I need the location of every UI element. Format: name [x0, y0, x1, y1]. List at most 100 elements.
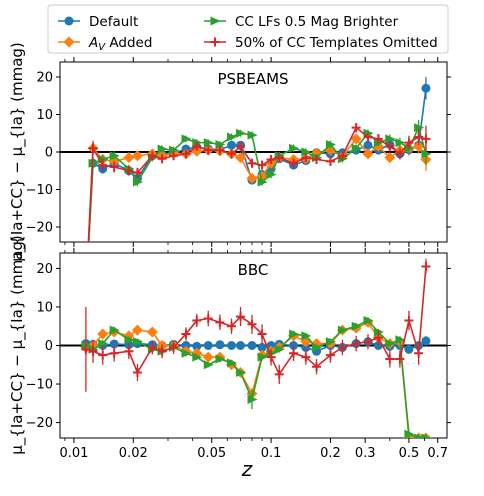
- data-point: [203, 145, 213, 155]
- data-point: [413, 140, 425, 152]
- data-point: [385, 134, 396, 144]
- data-point: [88, 346, 98, 356]
- data-point: [109, 339, 119, 349]
- data-point: [132, 337, 143, 347]
- data-point: [146, 326, 158, 338]
- data-point: [246, 172, 258, 184]
- data-point: [325, 337, 336, 347]
- data-point: [181, 134, 192, 144]
- data-point: [215, 140, 226, 149]
- data-point: [109, 162, 119, 172]
- panel-psbeams-ylabel: μ_{Ia+CC} − μ_{Ia} (mmag): [8, 42, 27, 262]
- data-point: [109, 348, 119, 358]
- legend-label: 50% of CC Templates Omitted: [235, 35, 438, 51]
- data-point: [227, 341, 237, 350]
- data-point: [312, 342, 323, 352]
- x-tick-label: 0.05: [197, 446, 226, 461]
- data-point: [88, 143, 98, 153]
- data-point: [132, 177, 143, 187]
- data-point: [247, 341, 257, 350]
- y-tick-label: 10: [36, 300, 53, 315]
- data-point: [351, 143, 362, 153]
- data-point: [169, 145, 180, 155]
- legend-item: Default: [58, 14, 138, 30]
- data-point: [325, 156, 335, 166]
- data-point: [289, 158, 299, 168]
- legend-label: AV Added: [88, 35, 152, 53]
- data-point: [266, 352, 276, 362]
- data-point: [301, 342, 311, 352]
- data-point: [236, 341, 246, 350]
- panel-psbeams-title: PSBEAMS: [217, 70, 288, 88]
- legend-marker: [210, 37, 220, 47]
- legend-item: AV Added: [58, 35, 152, 53]
- data-point: [266, 341, 276, 350]
- data-point: [227, 140, 237, 150]
- data-point: [414, 123, 425, 133]
- data-point: [312, 362, 322, 372]
- data-point: [181, 341, 191, 350]
- data-point: [421, 261, 431, 271]
- data-point: [181, 348, 192, 358]
- data-point: [421, 433, 432, 438]
- data-point: [350, 133, 362, 145]
- data-point: [131, 150, 143, 162]
- data-point: [203, 138, 214, 148]
- data-point: [395, 354, 405, 364]
- data-point: [257, 352, 268, 362]
- panel-bbc-title: BBC: [238, 261, 269, 279]
- x-axis-label: z: [241, 457, 253, 481]
- legend: Default AV Added CC LFs 0.5 Mag Brighter 50…: [47, 4, 449, 54]
- data-point: [373, 134, 383, 144]
- data-point: [236, 141, 246, 151]
- series-a-v-added: [87, 133, 432, 242]
- legend-marker: [63, 36, 75, 48]
- data-point: [132, 168, 142, 178]
- y-tick-label: −10: [26, 183, 53, 198]
- data-point: [192, 141, 202, 151]
- data-point: [131, 324, 143, 336]
- data-point: [395, 149, 405, 159]
- data-point: [363, 337, 373, 347]
- data-point: [404, 315, 414, 325]
- data-point: [169, 342, 179, 352]
- data-point: [325, 350, 335, 360]
- data-point: [363, 315, 374, 325]
- data-point: [181, 329, 191, 339]
- data-point: [325, 140, 336, 149]
- data-point: [192, 352, 203, 362]
- data-point: [395, 335, 406, 345]
- series-50-of-cc-templates-omitted: [87, 123, 431, 242]
- y-tick-label: 20: [36, 71, 53, 86]
- data-point: [301, 153, 311, 163]
- data-point: [385, 141, 395, 151]
- x-tick-label: 0.5: [399, 446, 420, 461]
- data-point: [227, 321, 237, 331]
- data-point: [274, 344, 285, 354]
- legend-label: Default: [89, 14, 138, 30]
- data-point: [395, 138, 406, 148]
- y-tick-label: −20: [26, 416, 53, 431]
- x-tick-label: 0.7: [427, 446, 448, 461]
- data-point: [227, 358, 238, 368]
- data-point: [202, 351, 214, 363]
- y-tick-label: 0: [45, 339, 53, 354]
- data-point: [247, 130, 258, 140]
- x-tick-label: 0.3: [355, 446, 376, 461]
- data-point: [157, 144, 168, 154]
- panel-bbc: BBC −20 −10 0 10 20 0.01 0.02 0.05 0.1 0.2 0.3 0.5 0…: [26, 248, 451, 461]
- data-point: [274, 369, 284, 379]
- data-point: [414, 348, 424, 358]
- legend-item: 50% of CC Templates Omitted: [204, 35, 438, 51]
- data-point: [266, 155, 276, 164]
- legend-label: CC LFs 0.5 Mag Brighter: [235, 14, 399, 30]
- data-point: [236, 367, 247, 377]
- data-point: [81, 344, 91, 354]
- x-tick-label: 0.02: [119, 446, 148, 461]
- data-point: [132, 367, 142, 377]
- data-point: [337, 342, 347, 352]
- data-point: [337, 325, 348, 335]
- data-point: [363, 132, 373, 142]
- panel-psbeams: PSBEAMS −20 −10 0 10 20: [26, 57, 451, 247]
